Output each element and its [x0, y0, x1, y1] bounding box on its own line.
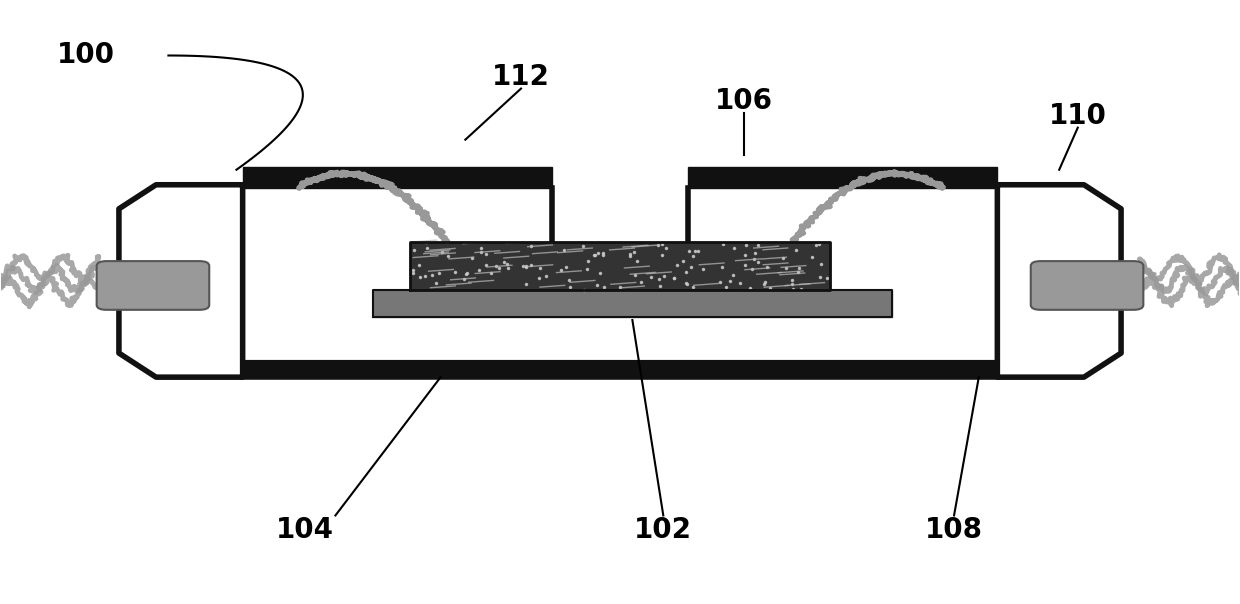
- FancyBboxPatch shape: [97, 261, 210, 310]
- Polygon shape: [372, 290, 893, 317]
- FancyBboxPatch shape: [1030, 261, 1143, 310]
- Polygon shape: [688, 167, 997, 188]
- Text: 102: 102: [635, 516, 692, 544]
- Polygon shape: [243, 167, 552, 188]
- Text: 106: 106: [714, 86, 773, 115]
- Polygon shape: [409, 242, 831, 290]
- Text: 108: 108: [925, 516, 983, 544]
- Text: 112: 112: [492, 63, 551, 91]
- Text: 100: 100: [57, 42, 115, 69]
- Polygon shape: [243, 362, 997, 377]
- Text: 110: 110: [1049, 101, 1107, 130]
- Text: 104: 104: [275, 516, 334, 544]
